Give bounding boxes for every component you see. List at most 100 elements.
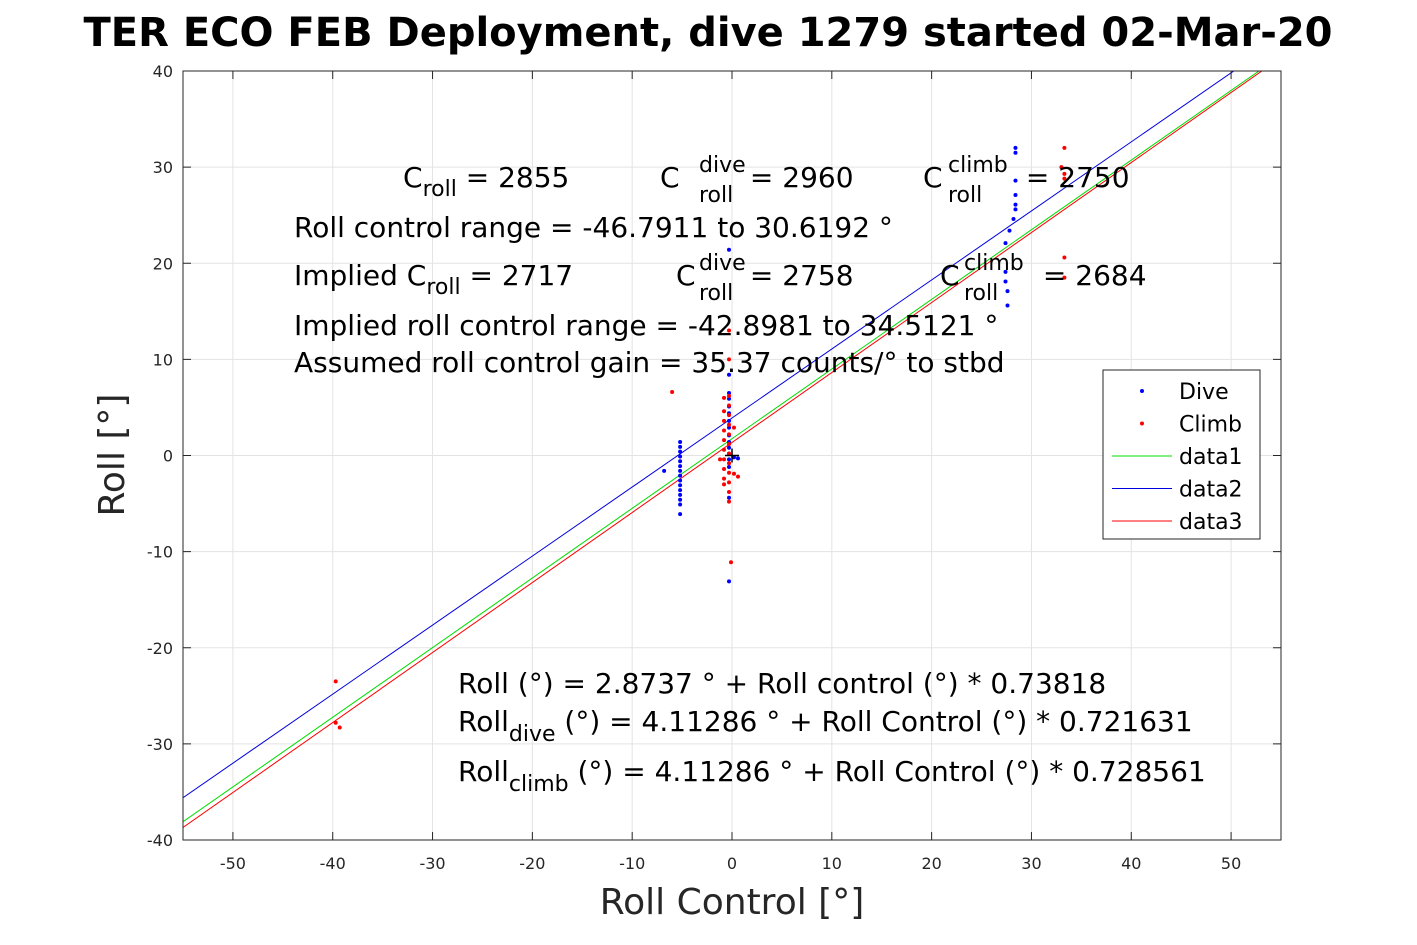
climb-point (727, 480, 732, 485)
roll-control-range: Roll control range = -46.7911 to 30.6192… (294, 211, 893, 244)
fit-lines (183, 71, 1263, 828)
climb-point (333, 720, 338, 725)
climb-point (727, 403, 732, 408)
dive-point (678, 449, 683, 454)
climb-point (727, 499, 732, 504)
climb-point (727, 357, 732, 362)
dive-point (678, 492, 683, 497)
y-axis-label: Roll [°] (92, 394, 133, 517)
legend-item-data2: data2 (1112, 478, 1243, 503)
y-tick-label: 40 (153, 62, 173, 81)
x-axis-ticks: -50 -40 -30 -20 -10 0 10 20 30 40 50 (220, 71, 1241, 873)
climb-point (722, 438, 727, 443)
climb-point (722, 466, 727, 471)
climb-point (722, 482, 727, 487)
dive-point (727, 465, 732, 470)
dive-point (1013, 193, 1018, 198)
legend-item-climb: Climb (1140, 413, 1242, 438)
climb-point (727, 451, 732, 456)
dive-point (727, 372, 732, 377)
legend-label: Climb (1179, 413, 1242, 438)
dive-point (678, 459, 683, 464)
assumed-roll-control-gain: Assumed roll control gain = 35.37 counts… (294, 346, 1005, 379)
x-tick-label: 30 (1021, 854, 1041, 873)
climb-point (727, 413, 732, 418)
y-axis-ticks: -40 -30 -20 -10 0 10 20 30 40 (147, 62, 1281, 850)
dive-point (678, 478, 683, 483)
legend-label: data1 (1179, 445, 1243, 470)
climb-point (727, 422, 732, 427)
climb-point (727, 470, 732, 475)
dive-point (678, 440, 683, 445)
legend: Dive Climb data1 data2 data3 (1102, 369, 1261, 540)
climb-point (1059, 165, 1064, 170)
x-tick-label: -50 (220, 854, 246, 873)
series-line-data2 (183, 71, 1235, 799)
series-climb (333, 145, 1067, 730)
climb-point (731, 425, 736, 430)
x-tick-label: -10 (619, 854, 645, 873)
dive-point (1007, 228, 1012, 233)
dive-point (1013, 178, 1018, 183)
y-tick-label: -30 (147, 735, 173, 754)
climb-point (727, 393, 732, 398)
legend-label: data3 (1179, 510, 1243, 535)
dive-point (1005, 303, 1010, 308)
y-tick-label: 0 (163, 447, 173, 466)
dive-point (678, 473, 683, 478)
climb-point (727, 490, 732, 495)
dive-point (678, 464, 683, 469)
legend-item-data3: data3 (1112, 510, 1243, 535)
dive-point (727, 579, 732, 584)
x-tick-label: 40 (1121, 854, 1141, 873)
climb-point (727, 441, 732, 446)
climb-point (670, 390, 675, 395)
dive-point (1013, 145, 1018, 150)
dive-point (727, 247, 732, 252)
legend-marker (1140, 421, 1144, 426)
dive-point (678, 512, 683, 517)
fit-equation: Roll (°) = 2.8737 ° + Roll control (°) *… (458, 667, 1106, 700)
dive-point (678, 488, 683, 493)
x-tick-label: 20 (921, 854, 941, 873)
dive-point (1013, 207, 1018, 212)
dive-point (727, 445, 732, 450)
climb-point (722, 418, 727, 423)
dive-point (1003, 241, 1008, 246)
climb-point (722, 447, 727, 452)
dive-point (678, 444, 683, 449)
x-tick-label: 50 (1221, 854, 1241, 873)
climb-point (718, 457, 723, 462)
dive-point (678, 497, 683, 502)
climb-point (727, 461, 732, 466)
y-tick-label: 30 (153, 158, 173, 177)
dive-point (727, 495, 732, 500)
legend-item-dive: Dive (1140, 380, 1229, 405)
legend-label: data2 (1179, 478, 1243, 503)
legend-label: Dive (1179, 380, 1229, 405)
y-tick-label: -10 (147, 543, 173, 562)
dive-point (662, 468, 667, 473)
fit-dive-equation: Rolldive (°) = 4.11286 ° + Roll Control … (458, 705, 1193, 747)
dive-point (1005, 289, 1010, 294)
data-points (333, 145, 1067, 730)
climb-point (1062, 171, 1067, 176)
climb-point (1062, 255, 1067, 260)
dive-point (678, 483, 683, 488)
climb-point (735, 474, 740, 479)
y-tick-label: -20 (147, 639, 173, 658)
climb-point (729, 560, 734, 565)
dive-point (727, 391, 732, 396)
dive-point (727, 418, 732, 423)
chart-title: TER ECO FEB Deployment, dive 1279 starte… (83, 10, 1332, 56)
zero-marker (725, 448, 739, 463)
dive-point (678, 468, 683, 473)
climb-point (727, 432, 732, 437)
x-axis-label: Roll Control [°] (600, 882, 865, 923)
dive-point (727, 396, 732, 401)
implied-c-roll-annotation: Implied Croll = 2717 (294, 259, 573, 300)
